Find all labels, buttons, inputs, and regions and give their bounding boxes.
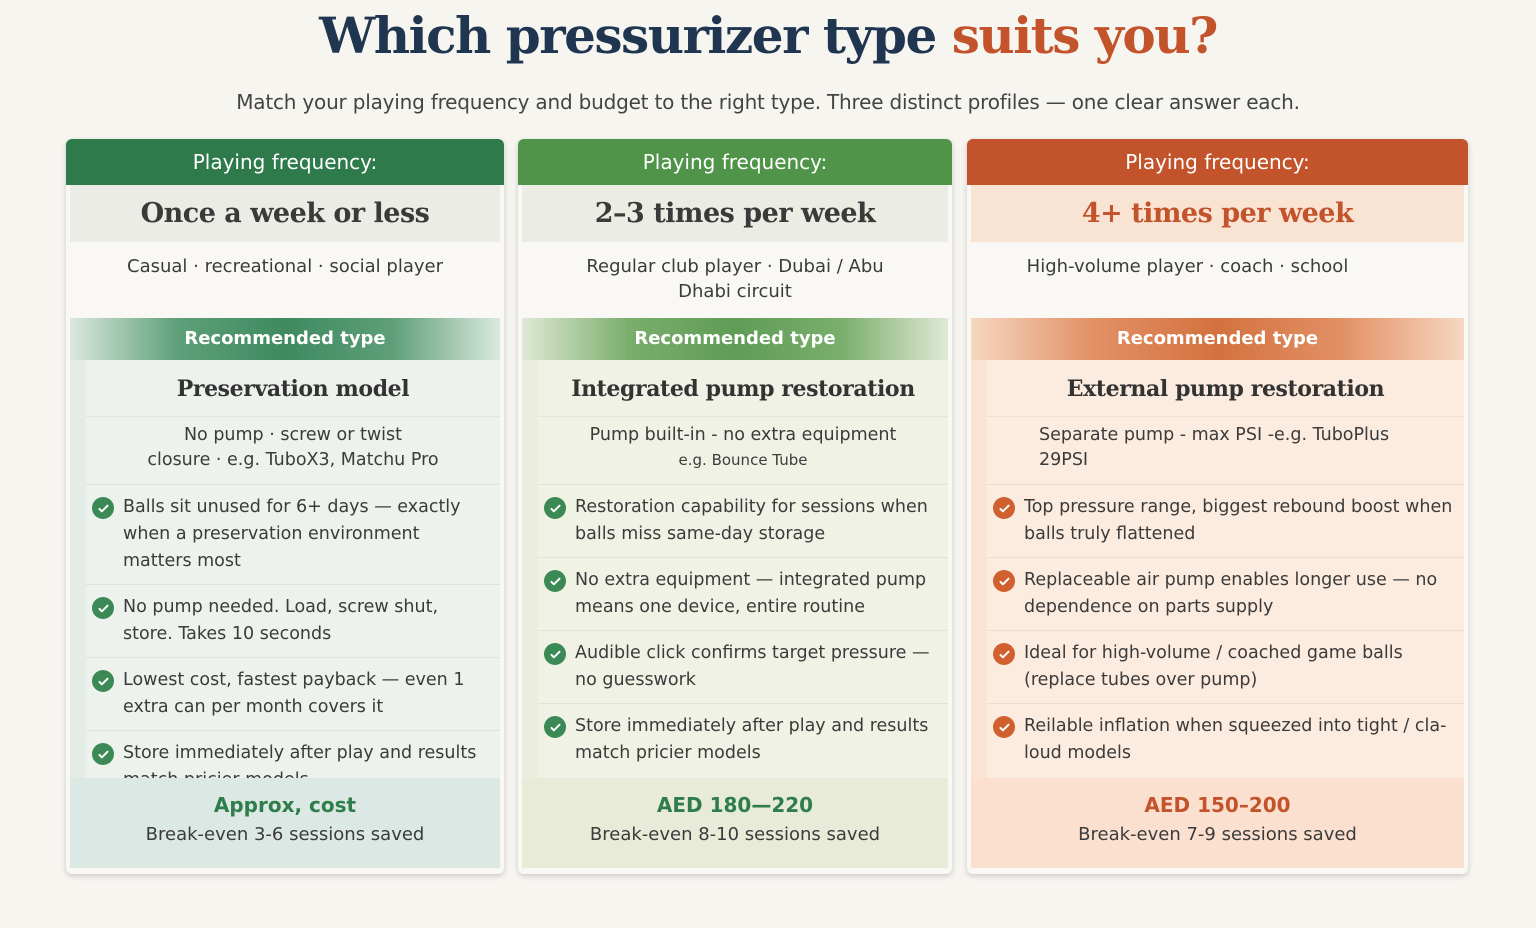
recommended-section: Recommended type Preservation model No p… (70, 318, 500, 868)
frequency-value: Once a week or less (70, 185, 500, 242)
benefit-text: No extra equipment — integrated pump mea… (575, 570, 927, 617)
price: AED 150–200 (1144, 793, 1291, 817)
page-title: Which pressurizer type suits you? (0, 6, 1536, 65)
card-2-3-times-week: Playing frequency: 2–3 times per week Re… (518, 139, 952, 874)
benefit-item: Reilable inflation when squeezed into ti… (987, 703, 1464, 776)
frequency-value: 2–3 times per week (522, 185, 948, 242)
benefit-text: Lowest cost, fastest payback — even 1 ex… (123, 670, 465, 717)
frequency-header: Playing frequency: (66, 139, 504, 185)
page-subtitle: Match your playing frequency and budget … (236, 90, 1300, 114)
type-name: Preservation model (176, 376, 410, 402)
price: Approx, cost (213, 793, 357, 817)
card-4-plus-times-week: Playing frequency: 4+ times per week Hig… (967, 139, 1468, 874)
check-circle-icon (544, 716, 566, 738)
recommended-header: Recommended type (522, 318, 948, 360)
check-circle-icon (544, 570, 566, 592)
benefit-item: Lowest cost, fastest payback — even 1 ex… (86, 657, 500, 730)
benefit-item: No pump needed. Load, screw shut, store.… (86, 584, 500, 657)
recommended-body: External pump restoration Separate pump … (971, 360, 1464, 868)
type-desc-line: No pump · screw or twist (183, 425, 403, 445)
type-description: Pump built-in - no extra equipment e.g. … (538, 416, 948, 484)
benefit-text: Balls sit unused for 6+ days — exactly w… (123, 497, 461, 571)
benefit-item: Store immediately after play and results… (538, 703, 948, 776)
benefit-text: Store immediately after play and results… (575, 716, 929, 763)
benefit-text: Replaceable air pump enables longer use … (1024, 570, 1438, 617)
break-even: Break-even 7-9 sessions saved (1078, 824, 1357, 845)
check-circle-icon (544, 643, 566, 665)
benefit-list: Balls sit unused for 6+ days — exactly w… (86, 484, 500, 803)
benefit-text: Restoration capability for sessions when… (575, 497, 928, 544)
frequency-header: Playing frequency: (518, 139, 952, 185)
check-circle-icon (993, 570, 1015, 592)
check-circle-icon (544, 497, 566, 519)
break-even: Break-even 3-6 sessions saved (145, 824, 425, 845)
break-even: Break-even 8-10 sessions saved (589, 824, 881, 845)
benefit-item: Restoration capability for sessions when… (538, 484, 948, 557)
benefit-item: No extra equipment — integrated pump mea… (538, 557, 948, 630)
type-desc-line: Pump built-in - no extra equipment (589, 425, 897, 445)
recommended-section: Recommended type External pump restorati… (971, 318, 1464, 868)
benefit-text: Ideal for high-volume / coached game bal… (1024, 643, 1403, 690)
benefit-list: Top pressure range, biggest rebound boos… (987, 484, 1464, 776)
benefit-text: No pump needed. Load, screw shut, store.… (123, 597, 439, 644)
benefit-item: Balls sit unused for 6+ days — exactly w… (86, 484, 500, 584)
benefit-text: Top pressure range, biggest rebound boos… (1024, 497, 1453, 544)
price: AED 180—220 (656, 793, 814, 817)
type-desc-line: 29PSI (1039, 450, 1089, 470)
type-description: Separate pump - max PSI -e.g. TuboPlus 2… (987, 416, 1464, 484)
check-circle-icon (92, 497, 114, 519)
player-profile: Regular club player · Dubai / Abu Dhabi … (586, 256, 884, 302)
type-name: Integrated pump restoration (571, 376, 915, 402)
benefit-item: Audible click confirms target pressure —… (538, 630, 948, 703)
player-profile: High-volume player · coach · school (1026, 256, 1349, 277)
cost-section: AED 150–200 Break-even 7-9 sessions save… (971, 778, 1464, 868)
benefit-item: Ideal for high-volume / coached game bal… (987, 630, 1464, 703)
type-description: No pump · screw or twist closure · e.g. … (86, 416, 500, 484)
recommended-body: Integrated pump restoration Pump built-i… (522, 360, 948, 868)
check-circle-icon (993, 643, 1015, 665)
title-accent: suits you? (951, 6, 1219, 65)
type-desc-line: Separate pump - max PSI -e.g. TuboPlus (1039, 425, 1390, 445)
cost-section: Approx, cost Break-even 3-6 sessions sav… (70, 778, 500, 868)
benefit-item: Top pressure range, biggest rebound boos… (987, 484, 1464, 557)
cost-section: AED 180—220 Break-even 8-10 sessions sav… (522, 778, 948, 868)
benefit-text: Reilable inflation when squeezed into ti… (1024, 716, 1447, 763)
card-once-a-week: Playing frequency: Once a week or less C… (66, 139, 504, 874)
frequency-value: 4+ times per week (971, 185, 1464, 242)
type-name: External pump restoration (1066, 376, 1385, 402)
benefit-item: Replaceable air pump enables longer use … (987, 557, 1464, 630)
type-desc-line: closure · e.g. TuboX3, Matchu Pro (147, 450, 439, 470)
recommended-header: Recommended type (70, 318, 500, 360)
recommended-header: Recommended type (971, 318, 1464, 360)
recommended-body: Preservation model No pump · screw or tw… (70, 360, 500, 868)
title-main: Which pressurizer type (319, 6, 952, 65)
check-circle-icon (92, 743, 114, 765)
benefit-list: Restoration capability for sessions when… (538, 484, 948, 776)
type-desc-line: e.g. Bounce Tube (678, 451, 808, 469)
check-circle-icon (92, 597, 114, 619)
check-circle-icon (92, 670, 114, 692)
player-profile: Casual · recreational · social player (127, 256, 443, 277)
check-circle-icon (993, 716, 1015, 738)
recommended-section: Recommended type Integrated pump restora… (522, 318, 948, 868)
frequency-header: Playing frequency: (967, 139, 1468, 185)
benefit-text: Audible click confirms target pressure —… (575, 643, 930, 690)
check-circle-icon (993, 497, 1015, 519)
